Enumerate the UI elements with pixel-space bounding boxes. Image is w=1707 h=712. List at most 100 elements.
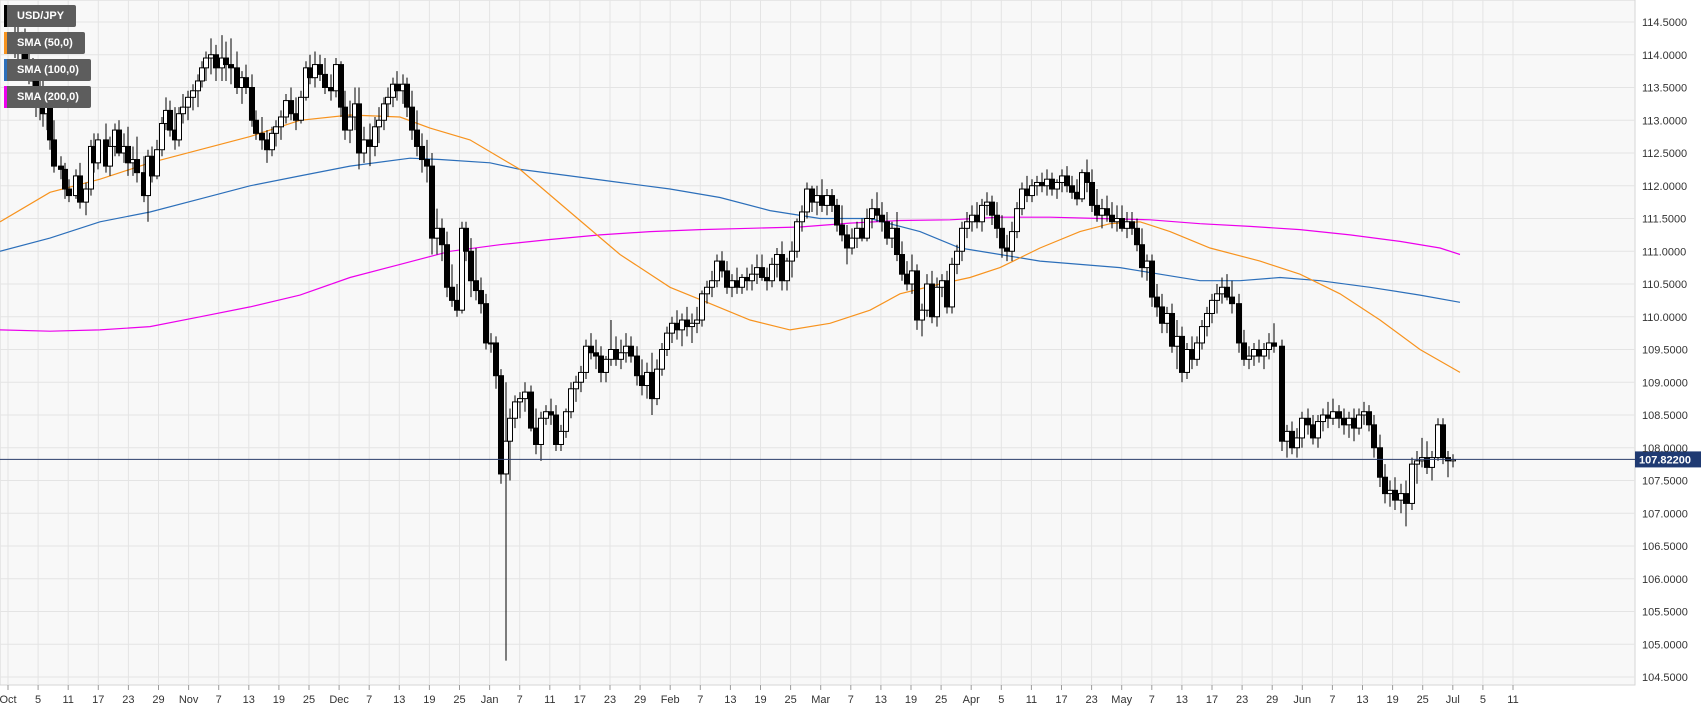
x-tick-label: 19 — [423, 694, 435, 706]
candle — [628, 336, 634, 363]
candle — [51, 120, 57, 173]
candle-body-down — [288, 100, 294, 115]
candle-body-down — [66, 188, 72, 197]
candle-body-down — [1084, 172, 1090, 183]
candle-body-down — [649, 371, 655, 400]
y-tick-label: 108.0000 — [1642, 443, 1688, 455]
candle-body-down — [293, 113, 299, 121]
y-tick-label: 113.5000 — [1642, 83, 1687, 95]
candle — [563, 408, 569, 438]
candle-body-up — [603, 358, 609, 373]
candle-body-up — [1409, 463, 1415, 504]
candle-body-down — [1256, 349, 1262, 357]
candle-body-down — [322, 73, 328, 89]
candle — [303, 61, 309, 101]
candle-body-down — [844, 234, 850, 249]
candle-body-down — [356, 103, 362, 154]
candle-body-down — [47, 106, 53, 141]
candle-body-up — [1199, 326, 1205, 344]
candle — [588, 333, 594, 360]
candle-body-down — [1371, 424, 1377, 449]
candle-body-up — [583, 345, 589, 373]
candle — [498, 369, 504, 484]
candle-body-down — [764, 276, 770, 282]
x-tick-label: 23 — [1236, 694, 1248, 706]
candle-body-down — [874, 208, 880, 216]
candle — [739, 274, 745, 294]
y-tick-label: 108.5000 — [1642, 410, 1688, 422]
candle-body-up — [1414, 460, 1420, 465]
candle-body-down — [1341, 417, 1347, 426]
candle-body-up — [83, 188, 89, 203]
candle — [1305, 408, 1311, 435]
candle — [919, 303, 925, 337]
candle-body-down — [404, 83, 410, 108]
candle — [794, 218, 800, 258]
candle — [444, 231, 450, 298]
y-tick-label: 105.5000 — [1642, 607, 1688, 619]
candle-body-up — [824, 195, 830, 206]
candle-body-down — [1189, 349, 1195, 360]
candle — [1371, 415, 1377, 458]
candle-body-up — [669, 322, 675, 334]
x-tick-label: 7 — [517, 694, 523, 706]
x-tick-label: 25 — [303, 694, 315, 706]
candle — [1229, 280, 1235, 314]
x-tick-label: 11 — [1026, 694, 1037, 706]
candle-body-down — [409, 106, 415, 131]
candle-body-up — [298, 96, 304, 121]
legend-sma-50[interactable]: SMA (50,0) — [4, 32, 85, 54]
candle — [512, 395, 518, 429]
candle — [394, 71, 400, 101]
x-tick-label: 11 — [544, 694, 555, 706]
candle-body-up — [934, 286, 940, 318]
candle — [356, 87, 362, 170]
x-tick-label: 23 — [1085, 694, 1097, 706]
candle — [1224, 274, 1230, 301]
candle — [1204, 306, 1210, 337]
candle — [709, 270, 715, 298]
candle — [704, 280, 710, 304]
candle — [449, 264, 455, 307]
candle-body-down — [588, 345, 594, 354]
candle — [964, 211, 970, 239]
candle-body-down — [819, 195, 825, 206]
candle-body-down — [1440, 424, 1446, 459]
candle — [1236, 293, 1242, 353]
candle — [159, 116, 165, 157]
candle — [223, 41, 229, 81]
y-tick-label: 114.5000 — [1642, 17, 1687, 29]
candle-body-up — [939, 280, 945, 288]
candle — [185, 90, 191, 121]
legend-sma-200[interactable]: SMA (200,0) — [4, 86, 91, 108]
x-tick-label: 29 — [1266, 694, 1278, 706]
candle-body-down — [483, 303, 489, 344]
candle — [269, 126, 275, 157]
candle-body-up — [543, 411, 549, 419]
candle — [1139, 228, 1145, 278]
x-tick-label: Jun — [1293, 694, 1311, 706]
x-tick-label: Mar — [811, 694, 830, 706]
legend-sma-100[interactable]: SMA (100,0) — [4, 59, 91, 81]
legend-label-sma-100: SMA (100,0) — [17, 64, 79, 76]
candle — [459, 221, 465, 314]
x-tick-label: 11 — [1507, 694, 1518, 706]
legend-label-usdjpy: USD/JPY — [17, 10, 65, 22]
candle — [1377, 434, 1383, 488]
candle-body-up — [954, 250, 960, 265]
candle-body-down — [58, 165, 64, 170]
x-tick-label: 13 — [393, 694, 405, 706]
y-tick-label: 111.0000 — [1642, 246, 1686, 258]
candle — [1194, 336, 1200, 366]
candle — [894, 211, 900, 262]
candle-body-up — [538, 417, 544, 445]
candle-body-up — [558, 430, 564, 445]
candle — [1069, 175, 1075, 199]
candle — [273, 120, 279, 147]
candle-body-up — [273, 126, 279, 134]
candle — [654, 359, 660, 406]
legend-usdjpy[interactable]: USD/JPY — [4, 5, 77, 27]
candle — [1019, 182, 1025, 216]
candle — [199, 61, 205, 88]
